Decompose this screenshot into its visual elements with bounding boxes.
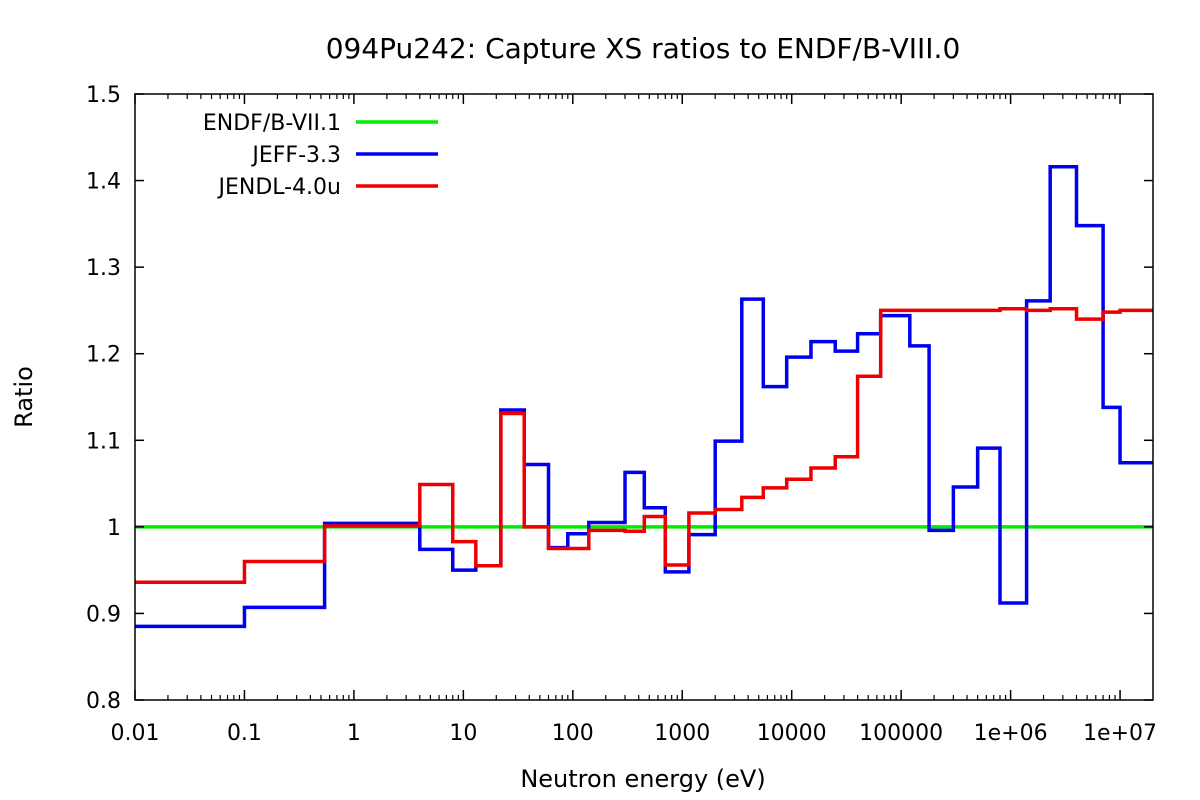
y-tick-label: 1 [107,516,121,541]
x-tick-label: 100 [552,721,594,746]
x-tick-label: 1 [347,721,361,746]
y-tick-label: 1.5 [86,83,121,108]
y-tick-label: 0.9 [86,602,121,627]
legend-label: JENDL-4.0u [216,175,341,200]
x-tick-label: 0.1 [227,721,262,746]
legend-label: ENDF/B-VII.1 [203,111,341,136]
x-tick-label: 0.01 [111,721,160,746]
series-line-2 [135,306,1153,585]
x-axis-title: Neutron energy (eV) [520,765,765,793]
x-tick-label: 10 [449,721,477,746]
y-tick-label: 1.4 [86,170,121,195]
plot-frame [134,93,1154,701]
y-tick-label: 1.2 [86,343,121,368]
x-tick-label: 1000 [654,721,710,746]
tick-layer: 0.8 0.9 1 1.1 1.2 1.3 1.4 1.5 0.01 0.1 1 10 100 1000 1… [86,83,1157,746]
x-tick-label: 1e+07 [1083,721,1157,746]
x-tick-label: 1e+06 [974,721,1048,746]
legend-label: JEFF-3.3 [250,143,341,168]
x-tick-label: 10000 [757,721,827,746]
series-layer [135,164,1153,629]
plot-area: 0.8 0.9 1 1.1 1.2 1.3 1.4 1.5 0.01 0.1 1 10 100 1000 1… [86,83,1157,746]
y-tick-label: 1.1 [86,429,121,454]
y-tick-label: 0.8 [86,689,121,714]
x-tick-label: 100000 [859,721,943,746]
y-axis-title: Ratio [10,366,38,428]
series-line-1 [135,164,1153,629]
legend: ENDF/B-VII.1 JEFF-3.3 JENDL-4.0u [203,111,438,200]
chart-title: 094Pu242: Capture XS ratios to ENDF/B-VI… [326,32,961,65]
y-tick-label: 1.3 [86,256,121,281]
